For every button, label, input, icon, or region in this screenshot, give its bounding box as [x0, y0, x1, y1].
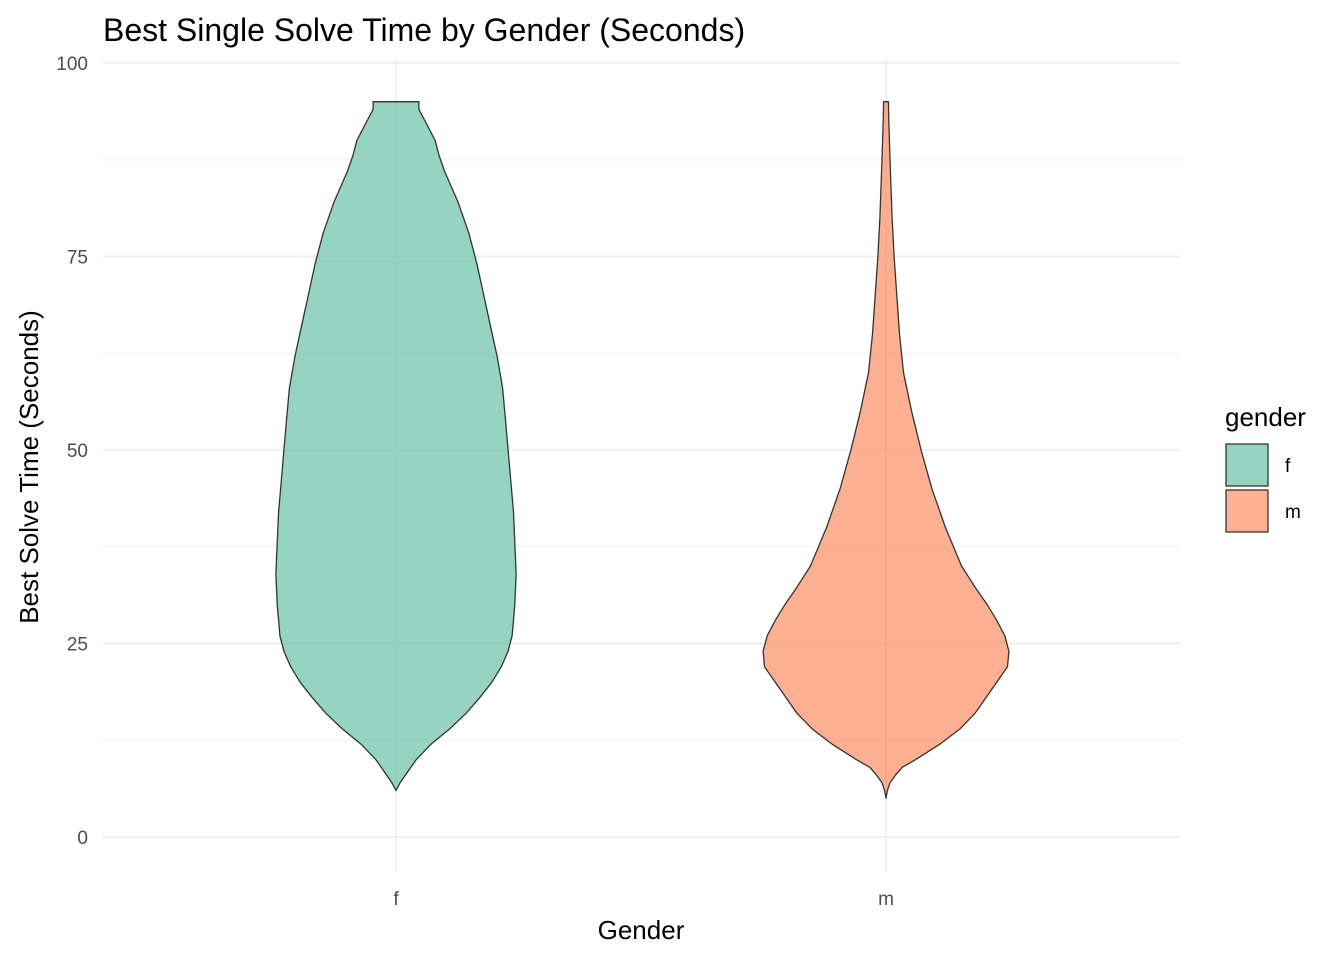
- x-tick-label: f: [393, 889, 399, 910]
- y-tick-label: 100: [56, 54, 88, 75]
- x-tick-label: m: [878, 889, 894, 910]
- violin-f: [275, 101, 517, 792]
- y-axis-title: Best Solve Time (Seconds): [14, 310, 44, 624]
- y-tick-label: 50: [67, 441, 88, 462]
- legend-label-f: f: [1285, 456, 1291, 477]
- y-tick-label: 0: [77, 828, 88, 849]
- x-axis-title: Gender: [598, 915, 685, 945]
- legend: gender f m: [1225, 402, 1306, 533]
- violin-m: [762, 101, 1010, 799]
- legend-key-f: [1225, 443, 1269, 487]
- y-tick-label: 75: [67, 248, 88, 269]
- y-tick-label: 25: [67, 635, 88, 656]
- violins: [275, 101, 1010, 799]
- chart-title: Best Single Solve Time by Gender (Second…: [103, 12, 745, 48]
- gridlines: [103, 60, 1180, 872]
- legend-key-m: [1225, 489, 1269, 533]
- legend-label-m: m: [1285, 502, 1301, 523]
- legend-title: gender: [1225, 402, 1306, 432]
- y-axis-ticks: 0 25 50 75 100: [56, 54, 88, 849]
